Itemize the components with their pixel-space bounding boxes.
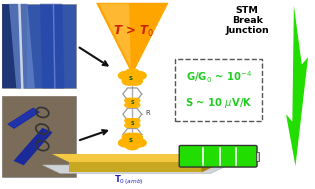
Polygon shape <box>40 4 65 88</box>
Circle shape <box>125 142 139 150</box>
Circle shape <box>129 133 142 141</box>
Text: S: S <box>129 138 132 143</box>
Polygon shape <box>96 3 169 75</box>
FancyBboxPatch shape <box>2 96 76 177</box>
Text: STM
Break
Junction: STM Break Junction <box>226 5 269 35</box>
Circle shape <box>125 103 132 107</box>
Circle shape <box>132 139 146 147</box>
Text: T$_{0\,(amb)}$: T$_{0\,(amb)}$ <box>114 173 144 187</box>
FancyBboxPatch shape <box>2 4 76 88</box>
Polygon shape <box>14 128 52 165</box>
Circle shape <box>118 139 132 147</box>
Polygon shape <box>69 162 202 172</box>
Text: S ~ 10 $\mu$V/K: S ~ 10 $\mu$V/K <box>185 96 253 110</box>
Circle shape <box>122 77 136 85</box>
Circle shape <box>129 123 136 128</box>
Polygon shape <box>286 5 308 166</box>
Circle shape <box>118 71 132 80</box>
Circle shape <box>129 98 136 103</box>
Text: R: R <box>146 110 150 116</box>
Text: T > T$_0$: T > T$_0$ <box>113 24 154 39</box>
FancyBboxPatch shape <box>175 59 262 121</box>
FancyBboxPatch shape <box>2 96 76 177</box>
Circle shape <box>132 123 140 128</box>
Circle shape <box>132 71 146 80</box>
Polygon shape <box>9 4 35 88</box>
Polygon shape <box>99 4 131 67</box>
Circle shape <box>132 103 140 107</box>
Polygon shape <box>2 4 27 88</box>
Circle shape <box>125 69 139 77</box>
Text: G/G$_0$ ~ 10$^{-4}$: G/G$_0$ ~ 10$^{-4}$ <box>186 70 252 85</box>
Circle shape <box>129 119 136 123</box>
Circle shape <box>125 119 132 123</box>
Text: S: S <box>130 100 134 105</box>
FancyBboxPatch shape <box>179 146 257 167</box>
Circle shape <box>132 119 140 123</box>
Circle shape <box>125 123 132 128</box>
Text: S: S <box>130 121 134 126</box>
FancyBboxPatch shape <box>256 152 259 160</box>
Circle shape <box>122 133 136 141</box>
Polygon shape <box>43 165 228 173</box>
Polygon shape <box>8 108 39 128</box>
Polygon shape <box>52 154 219 162</box>
Circle shape <box>129 77 142 85</box>
Circle shape <box>132 98 140 103</box>
Circle shape <box>129 103 136 107</box>
Circle shape <box>125 98 132 103</box>
Polygon shape <box>202 154 219 172</box>
Text: S: S <box>129 76 132 81</box>
